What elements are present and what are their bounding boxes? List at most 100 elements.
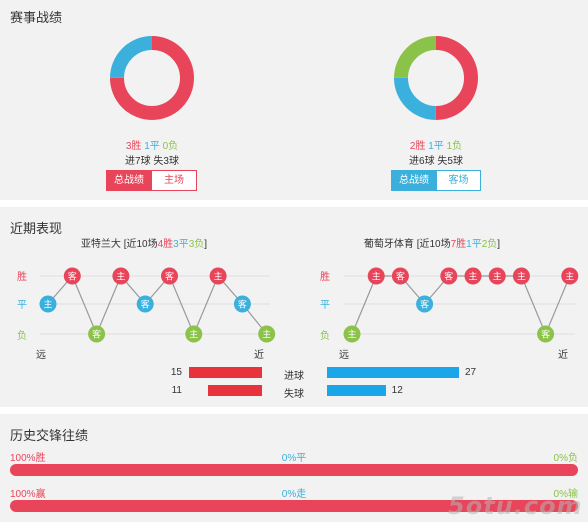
history-handicap-bar — [10, 500, 578, 512]
home-form-venue-label: 客 — [68, 271, 77, 283]
away-form-point — [512, 267, 530, 285]
home-form-prefix: [近10场 — [123, 239, 158, 250]
home-form-venue-label: 客 — [165, 271, 174, 283]
away-form-point — [561, 267, 579, 285]
away-form-suffix: ] — [497, 239, 501, 250]
away-form-heading: 葡萄牙体育 [近10场7胜1平2负] — [364, 235, 500, 250]
away-tab-venue[interactable]: 客场 — [436, 170, 481, 191]
history-result-bar — [10, 464, 578, 476]
form-panel: 近期表现 亚特兰大 [近10场4胜3平3负] 葡萄牙体育 [近10场7胜1平2负… — [0, 207, 588, 407]
home-form-point — [185, 325, 203, 343]
home-form-point — [136, 295, 154, 313]
home-form-point — [88, 325, 106, 343]
home-form-point — [233, 295, 251, 313]
home-form-point — [112, 267, 130, 285]
home-donut-segment-blue — [110, 36, 194, 120]
away-form-point — [367, 267, 385, 285]
away-goals: 进6球 失5球 — [409, 156, 463, 167]
away-conceded-value: 12 — [391, 385, 403, 396]
form-charts: 主客客主客客主主客主 主主 客客客主主主客主 — [39, 267, 579, 343]
away-form-venue-label: 主 — [372, 271, 381, 283]
away-form-point — [464, 267, 482, 285]
home-form-heading: 亚特兰大 [近10场4胜3平3负] — [81, 235, 207, 250]
home-wins: 3胜 — [125, 141, 142, 152]
home-form-venue-label: 主 — [262, 329, 271, 341]
home-form-point — [258, 325, 276, 343]
away-far-label: 远 — [339, 350, 349, 361]
away-form-point — [440, 267, 458, 285]
history-win-pct: 100%胜 — [10, 453, 46, 464]
home-draws: 1平 — [144, 141, 160, 152]
away-form-venue-label: 主 — [493, 271, 502, 283]
history-handicap-win-pct: 100%赢 — [10, 489, 46, 500]
away-form-venue-label: 客 — [420, 299, 429, 311]
home-form-suffix: ] — [204, 239, 208, 250]
home-row-label-win: 胜 — [17, 272, 27, 283]
away-form-venue-label: 客 — [541, 329, 550, 341]
away-form-venue-label: 主 — [517, 271, 526, 283]
away-losses: 1负 — [446, 141, 463, 152]
home-row-label-loss: 负 — [17, 331, 27, 342]
home-tab-venue[interactable]: 主场 — [151, 170, 197, 191]
home-form-point — [39, 295, 57, 313]
home-scored-value: 15 — [170, 367, 182, 378]
away-form-draws: 1平 — [466, 239, 482, 250]
away-form-line — [351, 275, 571, 336]
home-form-venue-label: 客 — [141, 299, 150, 311]
home-row-label-draw: 平 — [17, 300, 27, 311]
history-panel: 历史交锋往绩 100%胜 0%平 0%负 100%赢 0%走 0%输 — [0, 414, 588, 522]
history-draw-pct: 0%平 — [281, 453, 307, 464]
away-form-wins: 7胜 — [450, 239, 467, 250]
away-form-point — [416, 295, 434, 313]
home-scored-bar — [188, 367, 262, 378]
away-draws: 1平 — [428, 141, 444, 152]
home-form-venue-label: 主 — [116, 271, 125, 283]
away-tab-total[interactable]: 总战绩 — [391, 170, 437, 191]
away-form-losses: 2负 — [481, 239, 498, 250]
home-record-summary: 3胜 1平 0负 — [102, 137, 202, 152]
home-tab-total[interactable]: 总战绩 — [106, 170, 152, 191]
home-form-line — [47, 274, 268, 336]
home-far-label: 远 — [36, 350, 46, 361]
away-row-label-draw: 平 — [320, 300, 330, 311]
away-scored-value: 27 — [465, 367, 477, 378]
away-form-point — [391, 267, 409, 285]
home-conceded-bar — [208, 385, 262, 396]
away-scored-bar — [327, 367, 459, 378]
away-form-venue-label: 主 — [468, 271, 477, 283]
home-near-label: 近 — [254, 350, 264, 361]
home-form-point — [209, 267, 227, 285]
away-form-venue-label: 主 — [347, 329, 356, 341]
watermark: 5otu.com — [448, 492, 583, 520]
home-losses: 0负 — [162, 141, 179, 152]
home-form-venue-label: 客 — [92, 329, 101, 341]
away-form-venue-label: 客 — [444, 271, 453, 283]
away-team-name: 葡萄牙体育 — [363, 239, 414, 250]
history-loss-pct: 0%负 — [553, 453, 578, 464]
away-row-label-loss: 负 — [320, 331, 330, 342]
history-handicap-push-pct: 0%走 — [281, 489, 307, 500]
history-handicap-loss-pct: 0%输 — [553, 489, 578, 500]
away-record-summary: 2胜 1平 1负 — [386, 137, 486, 152]
home-form-venue-label: 主 — [189, 329, 198, 341]
conceded-label: 失球 — [284, 389, 304, 400]
form-title: 近期表现 — [10, 221, 63, 236]
scored-label: 进球 — [284, 371, 304, 382]
away-form-venue-label: 客 — [396, 271, 405, 283]
record-panel: 赛事战绩 3胜 1平 0负 进7球 失3球 2胜 1平 1负 进6球 失5球 总… — [0, 0, 588, 200]
away-form-point — [343, 325, 361, 343]
home-form-wins: 4胜 — [157, 239, 174, 250]
record-title: 赛事战绩 — [10, 10, 63, 25]
home-form-point — [63, 267, 81, 285]
away-donut-segment-green — [394, 36, 478, 120]
away-form-prefix: [近10场 — [416, 239, 451, 250]
home-conceded-value: 11 — [171, 385, 182, 396]
home-form-losses: 3负 — [188, 239, 205, 250]
home-form-venue-label: 主 — [43, 299, 52, 311]
away-conceded-bar — [327, 385, 386, 396]
away-donut-segment-blue — [394, 36, 478, 120]
home-team-name: 亚特兰大 — [80, 239, 121, 250]
home-form-venue-label: 主 — [214, 271, 223, 283]
home-record-donut — [110, 36, 194, 120]
home-form-venue-label: 客 — [238, 299, 247, 311]
